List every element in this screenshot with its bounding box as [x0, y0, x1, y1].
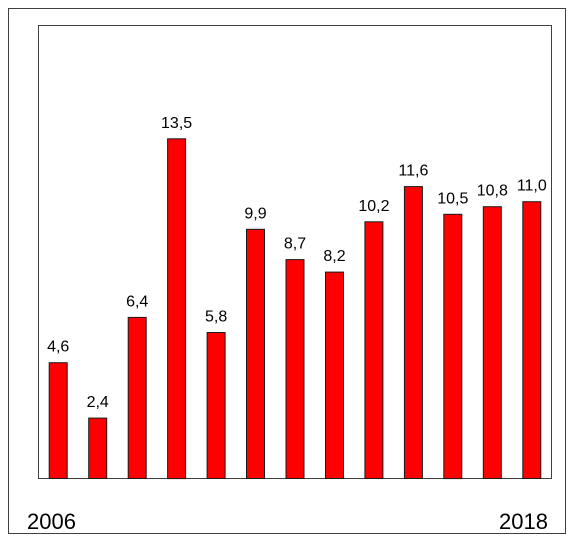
data-label-2014: 10,2 [358, 198, 389, 215]
bar-2013 [325, 271, 344, 479]
x-axis-start-label: 2006 [27, 509, 76, 534]
data-label-2015: 11,6 [398, 163, 428, 180]
data-label-2018: 11,0 [517, 178, 547, 195]
data-label-2009: 13,5 [161, 115, 192, 132]
data-label-2010: 5,8 [205, 309, 227, 326]
data-label-2011: 9,9 [244, 205, 266, 222]
bar-2016 [443, 213, 463, 480]
data-label-2013: 8,2 [323, 248, 345, 265]
bar-2007 [88, 417, 108, 480]
bar-2015 [403, 186, 423, 479]
data-label-2016: 10,5 [437, 190, 468, 207]
data-labels-group: 4,6 2,4 6,4 13,5 5,8 9,9 8,7 8,2 10,2 11,6 10,5 10,… [47, 115, 547, 411]
bar-2018 [522, 201, 542, 479]
data-label-2007: 2,4 [87, 394, 109, 411]
bar-2009 [167, 138, 187, 480]
data-label-2017: 10,8 [477, 183, 508, 200]
x-axis-end-label: 2018 [499, 509, 548, 534]
bar-2010 [206, 332, 226, 479]
bar-2011 [246, 228, 265, 479]
data-label-2008: 6,4 [126, 293, 148, 310]
bar-2012 [285, 259, 305, 479]
bars-group [48, 138, 542, 480]
data-label-2006: 4,6 [47, 339, 69, 356]
bar-2006 [48, 362, 68, 480]
bar-2008 [127, 316, 147, 479]
bar-2017 [482, 206, 502, 479]
bar-2014 [364, 221, 384, 480]
data-label-2012: 8,7 [284, 236, 306, 253]
